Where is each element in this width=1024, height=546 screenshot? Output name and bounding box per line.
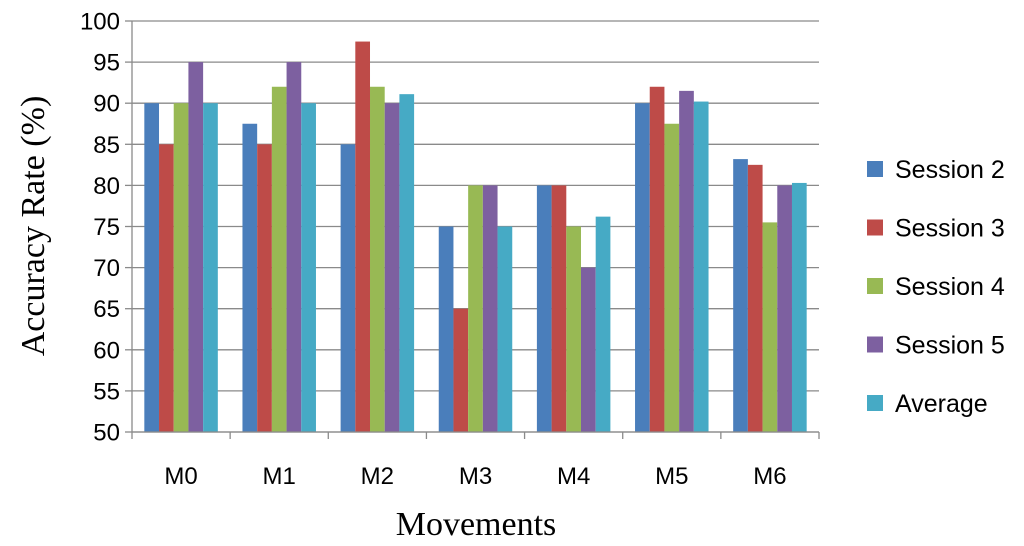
bar-M4-average (595, 216, 611, 432)
y-tick-label: 60 (93, 337, 120, 364)
bar-M5-average (693, 101, 709, 432)
bar-M2-session-5 (384, 103, 400, 432)
bars (144, 41, 807, 433)
bar-M0-average (203, 103, 218, 432)
y-axis-title: Accuracy Rate (%) (15, 96, 52, 357)
bar-M1-session-5 (286, 62, 302, 432)
bar-M1-session-4 (271, 86, 287, 432)
bar-M0-session-4 (173, 103, 189, 432)
x-tick-label: M3 (459, 463, 492, 490)
bar-M3-session-2 (438, 226, 454, 432)
x-tick-label: M2 (361, 463, 394, 490)
y-tick-label: 100 (80, 9, 120, 36)
bar-M6-average (791, 182, 807, 432)
y-tick-label: 80 (93, 173, 120, 200)
y-tick-label: 70 (93, 255, 120, 282)
y-tick-label: 85 (93, 132, 120, 159)
x-tick-label: M5 (655, 463, 688, 490)
bar-M4-session-3 (551, 185, 567, 432)
bar-M4-session-5 (580, 267, 596, 432)
axes (131, 21, 820, 439)
bar-M1-session-3 (257, 144, 272, 433)
bar-M3-session-3 (453, 308, 469, 432)
legend-label: Session 4 (895, 273, 1005, 301)
legend-label: Average (895, 390, 988, 418)
y-tick-label: 55 (93, 378, 120, 405)
x-tick-label: M6 (753, 463, 786, 490)
y-tick-label: 95 (93, 50, 120, 77)
legend-label: Session 5 (895, 332, 1005, 360)
y-tick-label: 65 (93, 296, 120, 323)
legend-swatch (867, 219, 883, 236)
bar-M1-session-2 (242, 123, 258, 432)
bar-M4-session-2 (536, 185, 552, 432)
x-tick-label: M0 (164, 463, 197, 490)
legend-label: Session 3 (895, 215, 1005, 243)
bar-M4-session-4 (566, 226, 581, 432)
x-tick-labels: M0 M1 M2 M3 M4 M5 M6 (164, 463, 786, 490)
bar-M3-average (497, 226, 513, 432)
bar-M1-average (301, 103, 316, 432)
bar-M5-session-5 (679, 90, 694, 433)
bar-M2-session-4 (370, 86, 385, 432)
legend-swatch (867, 336, 883, 353)
legend-swatch (867, 161, 883, 177)
legend-label: Session 2 (895, 156, 1005, 184)
bar-M6-session-3 (747, 164, 763, 432)
bar-M5-session-3 (649, 86, 665, 432)
bar-M6-session-2 (733, 159, 748, 432)
y-tick-label: 90 (93, 91, 120, 118)
bar-M0-session-5 (188, 62, 204, 432)
legend-swatch (867, 395, 883, 411)
bar-M0-session-2 (144, 103, 160, 432)
x-axis-title: Movements (396, 506, 557, 543)
bar-M0-session-3 (159, 144, 174, 433)
legend: Session 2 Session 3 Session 4 Session 5 Aver… (867, 156, 1005, 418)
bar-M6-session-5 (777, 185, 792, 432)
bar-M3-session-5 (482, 185, 498, 432)
y-tick-label: 50 (93, 420, 120, 447)
bar-M2-session-3 (355, 41, 371, 433)
bar-M2-average (399, 94, 415, 433)
bar-M6-session-4 (762, 222, 778, 432)
bar-M2-session-2 (340, 144, 356, 433)
x-tick-label: M1 (263, 463, 296, 490)
y-tick-labels: 50 55 60 65 70 75 80 85 90 95 100 (80, 9, 120, 447)
bar-M3-session-4 (468, 185, 483, 432)
y-tick-label: 75 (93, 214, 120, 241)
x-tick-label: M4 (557, 463, 590, 490)
bar-M5-session-4 (664, 123, 680, 432)
bar-M5-session-2 (635, 103, 650, 432)
legend-swatch (867, 278, 883, 294)
